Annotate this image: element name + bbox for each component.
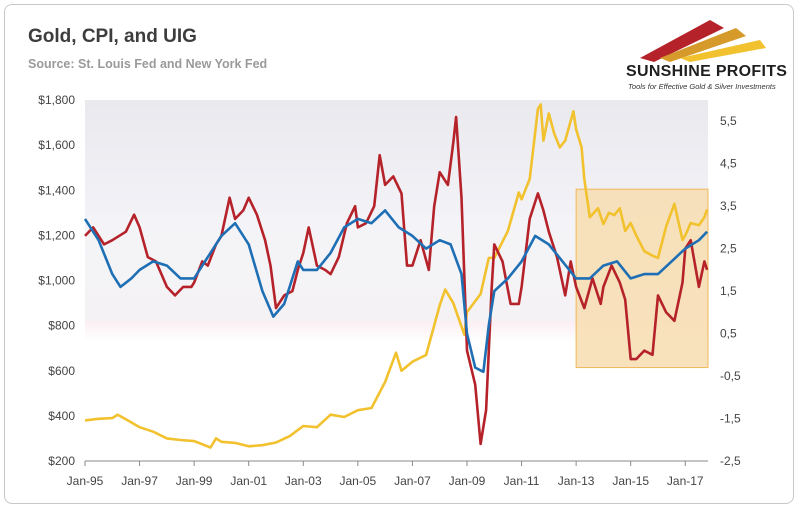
left-axis-tick-label: $1,600 xyxy=(38,138,75,152)
chart-subtitle: Source: St. Louis Fed and New York Fed xyxy=(28,57,268,71)
series-line-cpi xyxy=(84,115,709,446)
x-axis-tick-label: Jan-99 xyxy=(176,474,213,488)
logo-tagline: Tools for Effective Gold & Silver Invest… xyxy=(628,82,776,91)
x-axis-tick-label: Jan-11 xyxy=(504,474,540,488)
background-bands xyxy=(85,100,709,369)
right-axis-tick-label: 3,5 xyxy=(720,199,737,213)
left-axis-tick-label: $1,800 xyxy=(38,93,75,107)
series-lines xyxy=(83,103,709,449)
left-axis-tick-label: $200 xyxy=(48,454,75,468)
left-axis-tick-label: $600 xyxy=(48,364,75,378)
sun-rays-logo-icon xyxy=(640,20,766,62)
left-axis-tick-label: $800 xyxy=(48,319,75,333)
series-line-uig xyxy=(83,209,709,374)
x-axis-tick-label: Jan-95 xyxy=(67,474,104,488)
left-axis-tick-label: $1,200 xyxy=(38,228,75,242)
left-axis-tick-label: $1,000 xyxy=(38,274,75,288)
x-axis-tick-label: Jan-05 xyxy=(339,474,376,488)
right-axis-tick-label: -1,5 xyxy=(720,412,741,426)
x-axis-tick-label: Jan-97 xyxy=(121,474,158,488)
x-axis-tick-label: Jan-09 xyxy=(449,474,486,488)
left-axis-tick-label: $1,400 xyxy=(38,183,75,197)
x-axis-tick-label: Jan-15 xyxy=(612,474,649,488)
x-axis-tick-label: Jan-01 xyxy=(230,474,267,488)
chart-title: Gold, CPI, and UIG xyxy=(28,26,197,47)
left-axis-tick-label: $400 xyxy=(48,409,75,423)
band-low xyxy=(85,321,708,342)
logo-name: SUNSHINE PROFITS xyxy=(626,63,788,80)
x-axis: Jan-95 Jan-97 Jan-99 Jan-01 Jan-03 Jan-05 Jan-… xyxy=(67,460,708,488)
right-axis-tick-label: -2,5 xyxy=(720,454,741,468)
x-axis-tick-label: Jan-07 xyxy=(394,474,431,488)
x-axis-tick-label: Jan-17 xyxy=(667,474,704,488)
x-axis-tick-label: Jan-13 xyxy=(558,474,595,488)
right-axis-tick-label: 2,5 xyxy=(720,242,737,256)
left-axis: $200 $400 $600 $800 $1,000 $1,200 $1,400 $1,600… xyxy=(38,93,75,468)
right-axis-tick-label: 4,5 xyxy=(720,157,737,171)
right-axis-tick-label: 0,5 xyxy=(720,327,737,341)
right-axis-tick-label: 5,5 xyxy=(720,114,737,128)
highlight-region xyxy=(575,188,709,369)
right-axis-tick-label: -0,5 xyxy=(720,369,741,383)
series-line-gold xyxy=(84,103,709,449)
x-axis-tick-label: Jan-03 xyxy=(285,474,322,488)
right-axis-tick-label: 1,5 xyxy=(720,284,737,298)
right-axis: -2,5 -1,5 -0,5 0,5 1,5 2,5 3,5 4,5 5,5 xyxy=(720,114,741,468)
